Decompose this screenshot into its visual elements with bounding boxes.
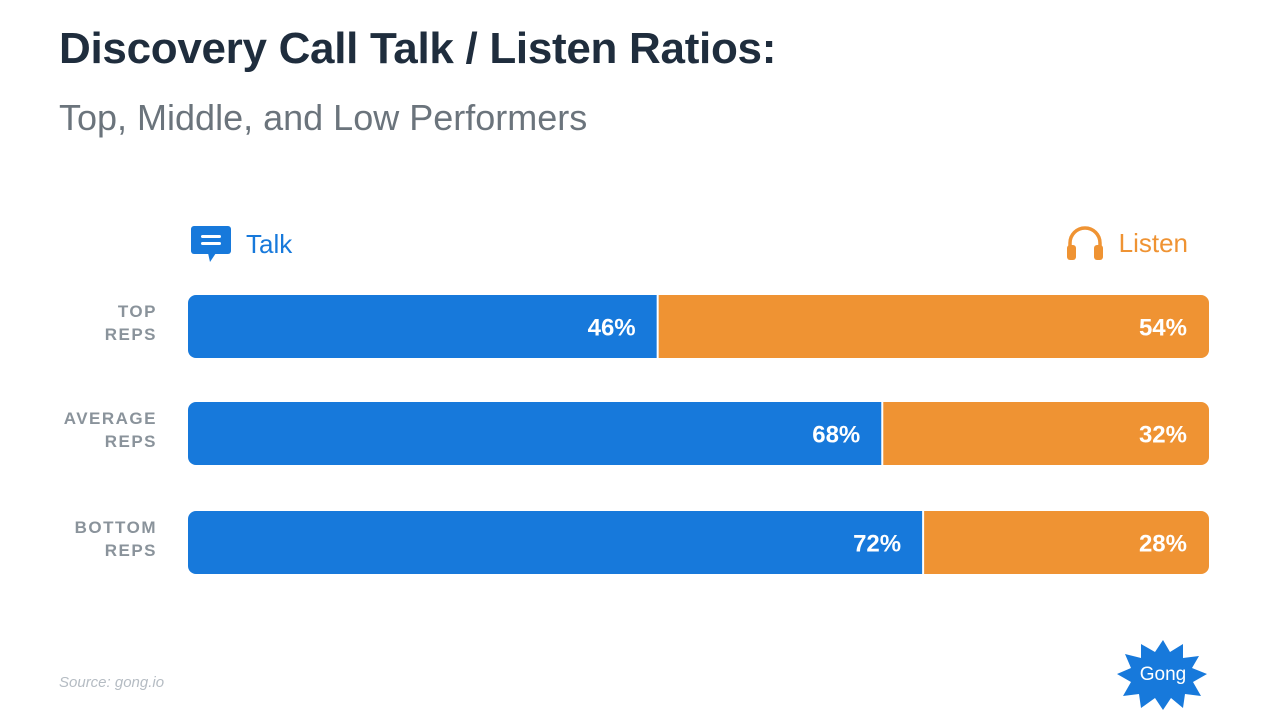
bar-row: AVERAGE REPS 68% 32%	[64, 402, 1209, 465]
row-label-line: REPS	[105, 325, 157, 344]
gong-logo: Gong	[1117, 640, 1207, 710]
chat-bubble-icon	[191, 226, 231, 262]
row-label-line: REPS	[105, 541, 157, 560]
data-label-talk: 72%	[853, 531, 901, 558]
bar-row: TOP REPS 46% 54%	[105, 295, 1209, 358]
bar-listen	[923, 511, 1209, 574]
legend-listen: Listen	[1065, 224, 1188, 262]
row-label-line: BOTTOM	[75, 518, 157, 537]
bar-talk	[188, 402, 883, 465]
row-label: TOP REPS	[105, 302, 157, 344]
data-label-talk: 46%	[588, 315, 636, 342]
legend-listen-label: Listen	[1118, 227, 1188, 258]
row-label-line: TOP	[118, 302, 157, 321]
legend-talk: Talk	[190, 224, 292, 264]
gong-logo-text: Gong	[1140, 664, 1186, 685]
bar-row: BOTTOM REPS 72% 28%	[75, 511, 1209, 574]
bar-listen	[882, 402, 1209, 465]
row-label: BOTTOM REPS	[75, 518, 157, 560]
data-label-listen: 28%	[1139, 531, 1187, 558]
chart-title: Discovery Call Talk / Listen Ratios:	[59, 24, 777, 73]
row-label-line: AVERAGE	[64, 409, 157, 428]
data-label-talk: 68%	[812, 422, 860, 449]
headphones-icon	[1066, 226, 1103, 260]
legend-talk-label: Talk	[246, 228, 293, 259]
data-label-listen: 54%	[1139, 315, 1187, 342]
row-label-line: REPS	[105, 432, 157, 451]
data-label-listen: 32%	[1139, 422, 1187, 449]
row-label: AVERAGE REPS	[64, 409, 157, 451]
source-note: Source: gong.io	[59, 674, 165, 691]
bar-talk	[188, 511, 924, 574]
bar-talk	[188, 295, 658, 358]
bar-listen	[657, 295, 1209, 358]
chart-subtitle: Top, Middle, and Low Performers	[59, 97, 588, 138]
